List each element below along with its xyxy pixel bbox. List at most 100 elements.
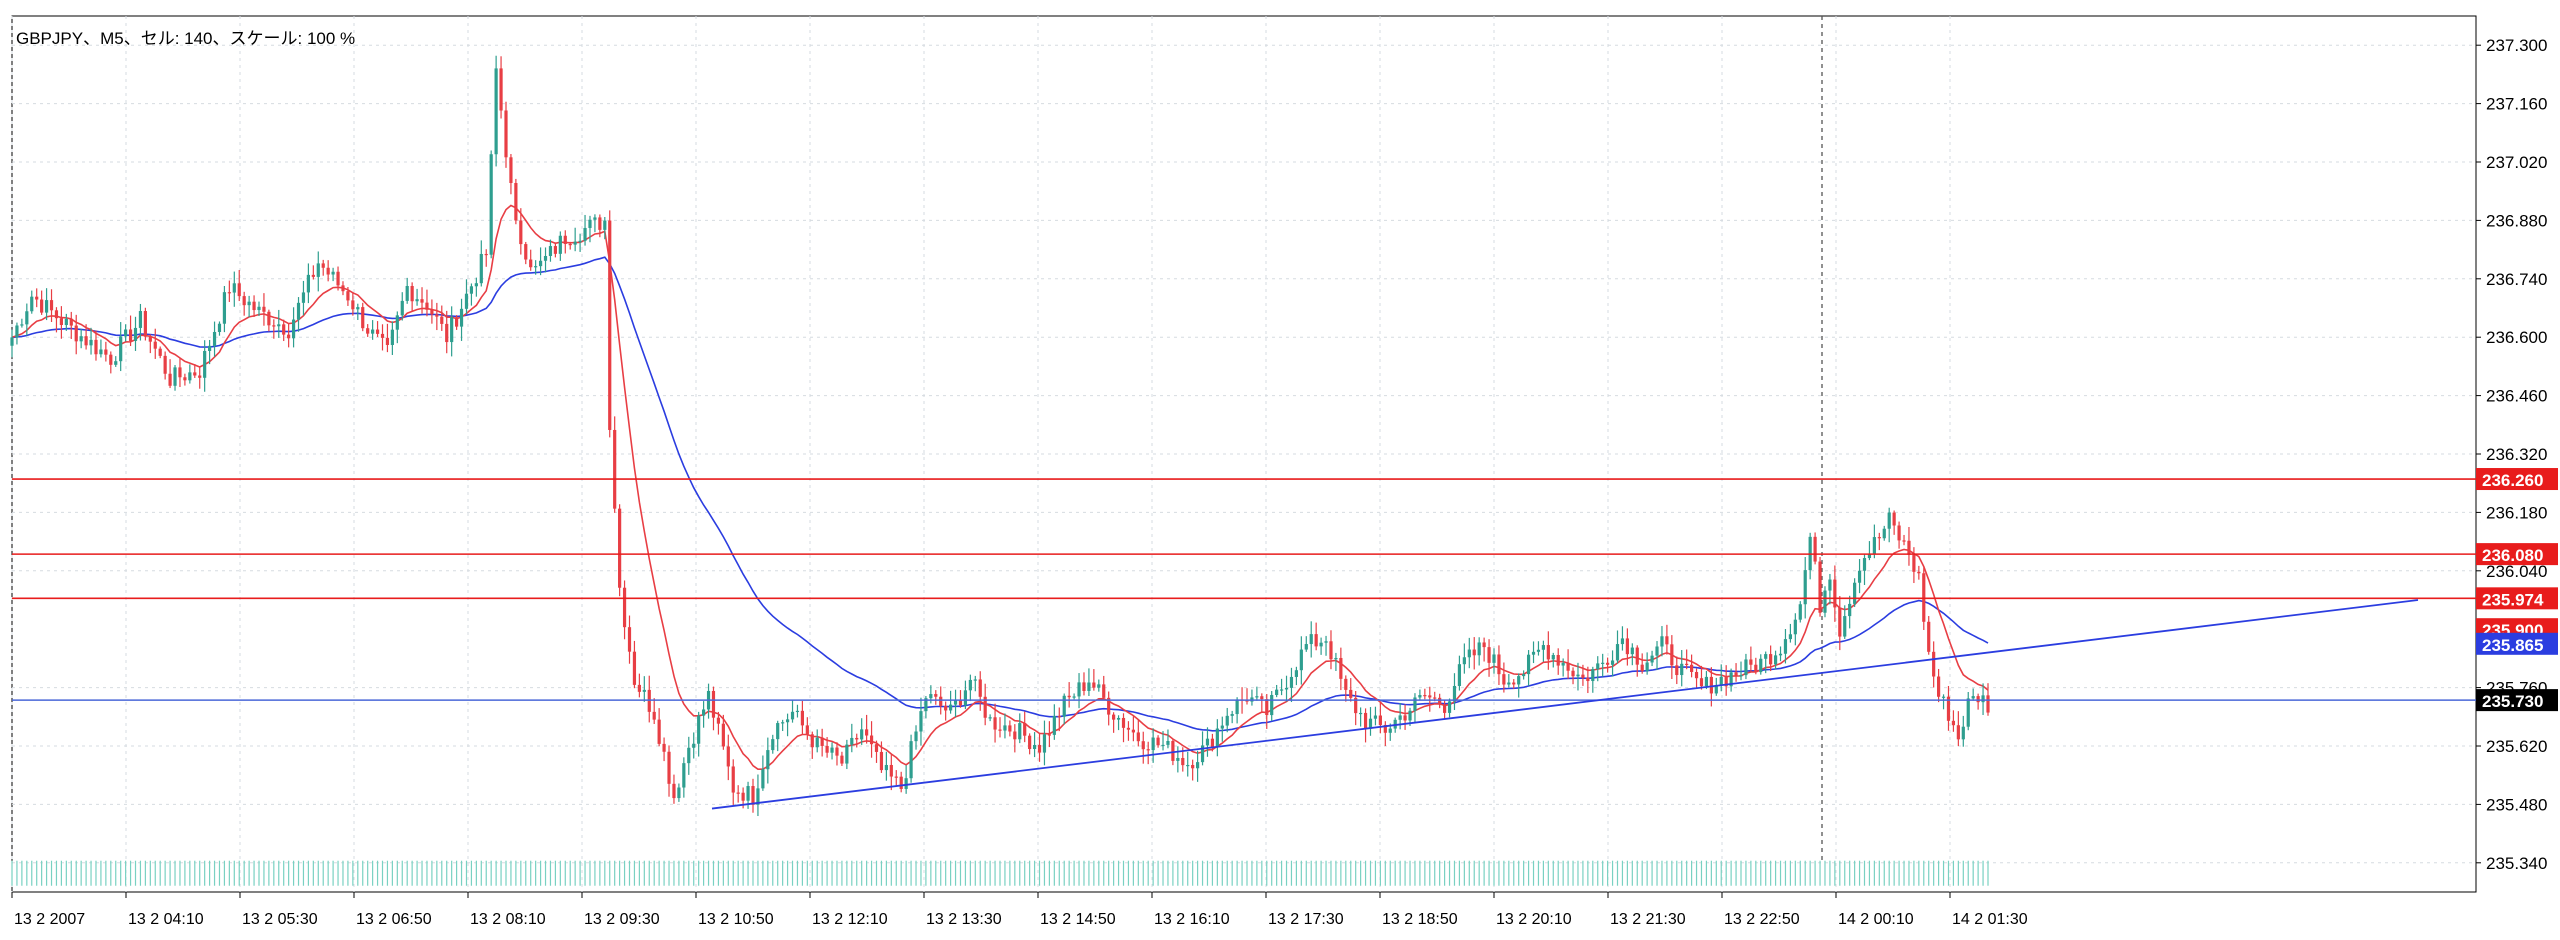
candle-body (514, 182, 518, 221)
candle-body (1502, 674, 1506, 685)
candle-body (1961, 726, 1965, 740)
candle-body (1650, 655, 1654, 663)
candle-body (1645, 662, 1649, 672)
candle (618, 504, 622, 597)
candle (1749, 646, 1753, 673)
candle (321, 259, 325, 276)
candle-body (583, 227, 587, 241)
candle (143, 307, 147, 341)
candle (385, 323, 390, 353)
candle (869, 721, 874, 758)
candle (1359, 707, 1363, 727)
candle-body (277, 324, 281, 327)
candle-body (1798, 604, 1802, 620)
candle (1744, 653, 1748, 680)
candle-body (1907, 540, 1911, 555)
x-tick-label: 13 2 12:10 (812, 911, 888, 928)
candle (810, 731, 814, 759)
candle (148, 334, 152, 354)
candle-body (1176, 757, 1180, 761)
candle (662, 737, 666, 762)
candle (282, 319, 286, 342)
candle (1724, 665, 1728, 696)
candle (277, 309, 281, 338)
candle-body (440, 316, 444, 324)
candle (692, 732, 696, 759)
candle (272, 319, 276, 339)
candle-body (1630, 647, 1634, 655)
candle-body (1472, 649, 1476, 656)
candle (1205, 727, 1210, 757)
candle-body (30, 296, 34, 312)
candle (222, 285, 227, 333)
candle (1887, 507, 1891, 543)
candle (1536, 641, 1541, 656)
candle (1482, 637, 1486, 662)
candle (613, 416, 617, 513)
candle-body (203, 350, 207, 378)
trendline-line (711, 599, 2419, 810)
x-tick-label: 14 2 01:30 (1952, 911, 2028, 928)
candle (583, 214, 587, 246)
candle (188, 364, 192, 384)
candle-body (1191, 764, 1195, 769)
candle (1778, 646, 1783, 662)
candle-body (548, 246, 553, 256)
candle-body (1778, 653, 1783, 656)
candle (99, 339, 103, 358)
candle-body (534, 266, 538, 268)
candle-body (1566, 662, 1570, 671)
candle-body (899, 776, 903, 789)
candle-body (953, 699, 958, 705)
candle (1023, 711, 1027, 743)
candle (874, 740, 879, 763)
candle-body (44, 300, 49, 313)
y-tick-label: 236.740 (2486, 270, 2547, 289)
candle (687, 736, 691, 775)
candle-body (1344, 678, 1348, 690)
candle (1581, 664, 1585, 686)
candle (1126, 721, 1131, 741)
candle (1368, 707, 1373, 736)
candle-body (1531, 651, 1536, 655)
price-label: 235.974 (2482, 590, 2544, 609)
candle-body (1260, 696, 1264, 700)
candle (647, 675, 651, 723)
candle (1872, 524, 1876, 559)
candle-body (756, 788, 760, 805)
x-tick-label: 13 2 22:50 (1724, 911, 1800, 928)
candle (405, 277, 409, 304)
candle (133, 316, 138, 351)
candle-body (104, 349, 108, 355)
candle-body (855, 737, 859, 740)
candle-body (884, 764, 888, 771)
candle-body (1512, 682, 1516, 685)
x-tick-label: 13 2 16:10 (1154, 911, 1230, 928)
candle-body (1833, 579, 1837, 608)
x-tick-label: 13 2 20:10 (1496, 911, 1572, 928)
candle (1492, 648, 1496, 674)
candle (124, 324, 128, 342)
volume-bars (11, 860, 1989, 886)
candle-body (1694, 671, 1699, 679)
candle (1803, 557, 1807, 619)
candle (1497, 645, 1501, 685)
candle (119, 322, 123, 372)
candle (973, 675, 977, 692)
candle (1586, 666, 1590, 694)
candle-body (830, 747, 834, 753)
candle (840, 751, 844, 766)
candle (1413, 693, 1417, 724)
chart-grid (11, 15, 2477, 893)
candle-body (148, 336, 152, 342)
candle-body (1028, 735, 1032, 750)
candle-body (731, 766, 735, 793)
candle (682, 757, 686, 798)
candle (410, 282, 414, 312)
candle (1531, 641, 1536, 664)
candle (153, 328, 157, 359)
candle-body (790, 711, 795, 720)
candle-body (1813, 536, 1817, 562)
candle (553, 242, 557, 258)
